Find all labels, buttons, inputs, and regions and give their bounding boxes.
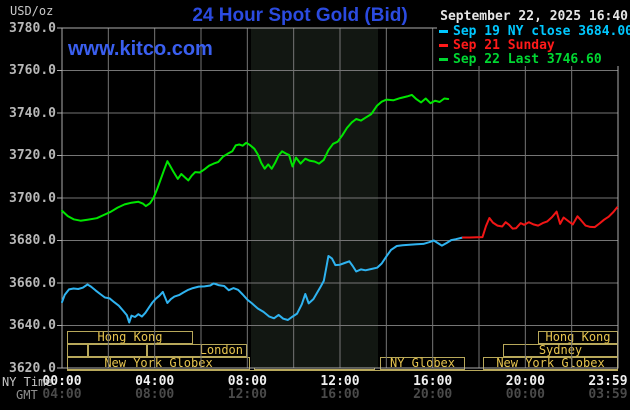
y-axis-label: 3760.0 bbox=[9, 63, 56, 78]
price-line-sep22-last bbox=[61, 93, 450, 222]
y-axis-label: 3700.0 bbox=[9, 190, 56, 206]
legend-row-sep22: Sep 22 Last 3746.60 bbox=[437, 51, 630, 67]
session-box-ny-globex: NY Globex bbox=[380, 357, 465, 370]
x-tick-gmt: 00:00 bbox=[505, 387, 545, 402]
units-label: USD/oz bbox=[10, 4, 54, 18]
x-tick-gmt: 16:00 bbox=[320, 387, 360, 402]
x-tick-ny-time: 16:00 bbox=[413, 374, 453, 389]
y-axis-label: 3640.0 bbox=[9, 318, 56, 333]
session-box-hong-kong: Hong Kong bbox=[67, 331, 193, 344]
x-tick-ny-time: 20:00 bbox=[505, 374, 545, 389]
session-box bbox=[88, 344, 147, 357]
x-tick-gmt: 04:00 bbox=[42, 387, 82, 402]
legend-label: Sep 22 Last 3746.60 bbox=[453, 51, 602, 67]
x-tick-gmt: 20:00 bbox=[413, 387, 453, 402]
y-axis-label: 3780.0 bbox=[9, 20, 56, 36]
x-tick-ny-time: 23:59 bbox=[588, 374, 628, 389]
datetime-label: September 22, 2025 16:40 bbox=[440, 9, 628, 24]
legend-dash-icon bbox=[439, 57, 448, 61]
price-line-sep19-ny-close bbox=[61, 236, 464, 324]
x-tick-gmt: 03:59 bbox=[588, 387, 628, 402]
x-tick-gmt: 08:00 bbox=[135, 387, 175, 402]
session-box bbox=[67, 344, 88, 357]
chart-title: 24 Hour Spot Gold (Bid) bbox=[192, 5, 408, 26]
y-axis-label: 3660.0 bbox=[9, 275, 56, 291]
x-tick-ny-time: 04:00 bbox=[135, 374, 175, 389]
y-axis-label: 3740.0 bbox=[9, 105, 56, 121]
legend-label: Sep 19 NY close 3684.00 bbox=[453, 23, 630, 39]
x-tick-gmt: 12:00 bbox=[227, 387, 267, 402]
y-axis-label: 3720.0 bbox=[9, 148, 56, 163]
legend-dash-icon bbox=[439, 29, 448, 33]
legend-row-sep21: Sep 21 Sunday bbox=[437, 37, 630, 53]
gmt-axis-label: GMT bbox=[16, 388, 38, 402]
kitco-watermark: www.kitco.com bbox=[68, 38, 213, 60]
legend: Sep 19 NY close 3684.00 Sep 21 Sunday Sep … bbox=[437, 23, 630, 67]
session-box-new-york-globex: New York Globex bbox=[67, 357, 250, 370]
y-axis-label: 3680.0 bbox=[9, 233, 56, 248]
price-line-sep21-sunday bbox=[461, 206, 619, 239]
legend-row-sep19: Sep 19 NY close 3684.00 bbox=[437, 23, 630, 39]
legend-label: Sep 21 Sunday bbox=[453, 37, 555, 53]
x-tick-ny-time: 08:00 bbox=[227, 374, 267, 389]
session-box-london: London bbox=[147, 344, 247, 357]
y-axis-label: 3620.0 bbox=[9, 360, 56, 376]
x-tick-ny-time: 00:00 bbox=[42, 374, 82, 389]
legend-dash-icon bbox=[439, 43, 448, 47]
ny-time-axis-label: NY Time bbox=[2, 375, 53, 389]
x-tick-ny-time: 12:00 bbox=[320, 374, 360, 389]
